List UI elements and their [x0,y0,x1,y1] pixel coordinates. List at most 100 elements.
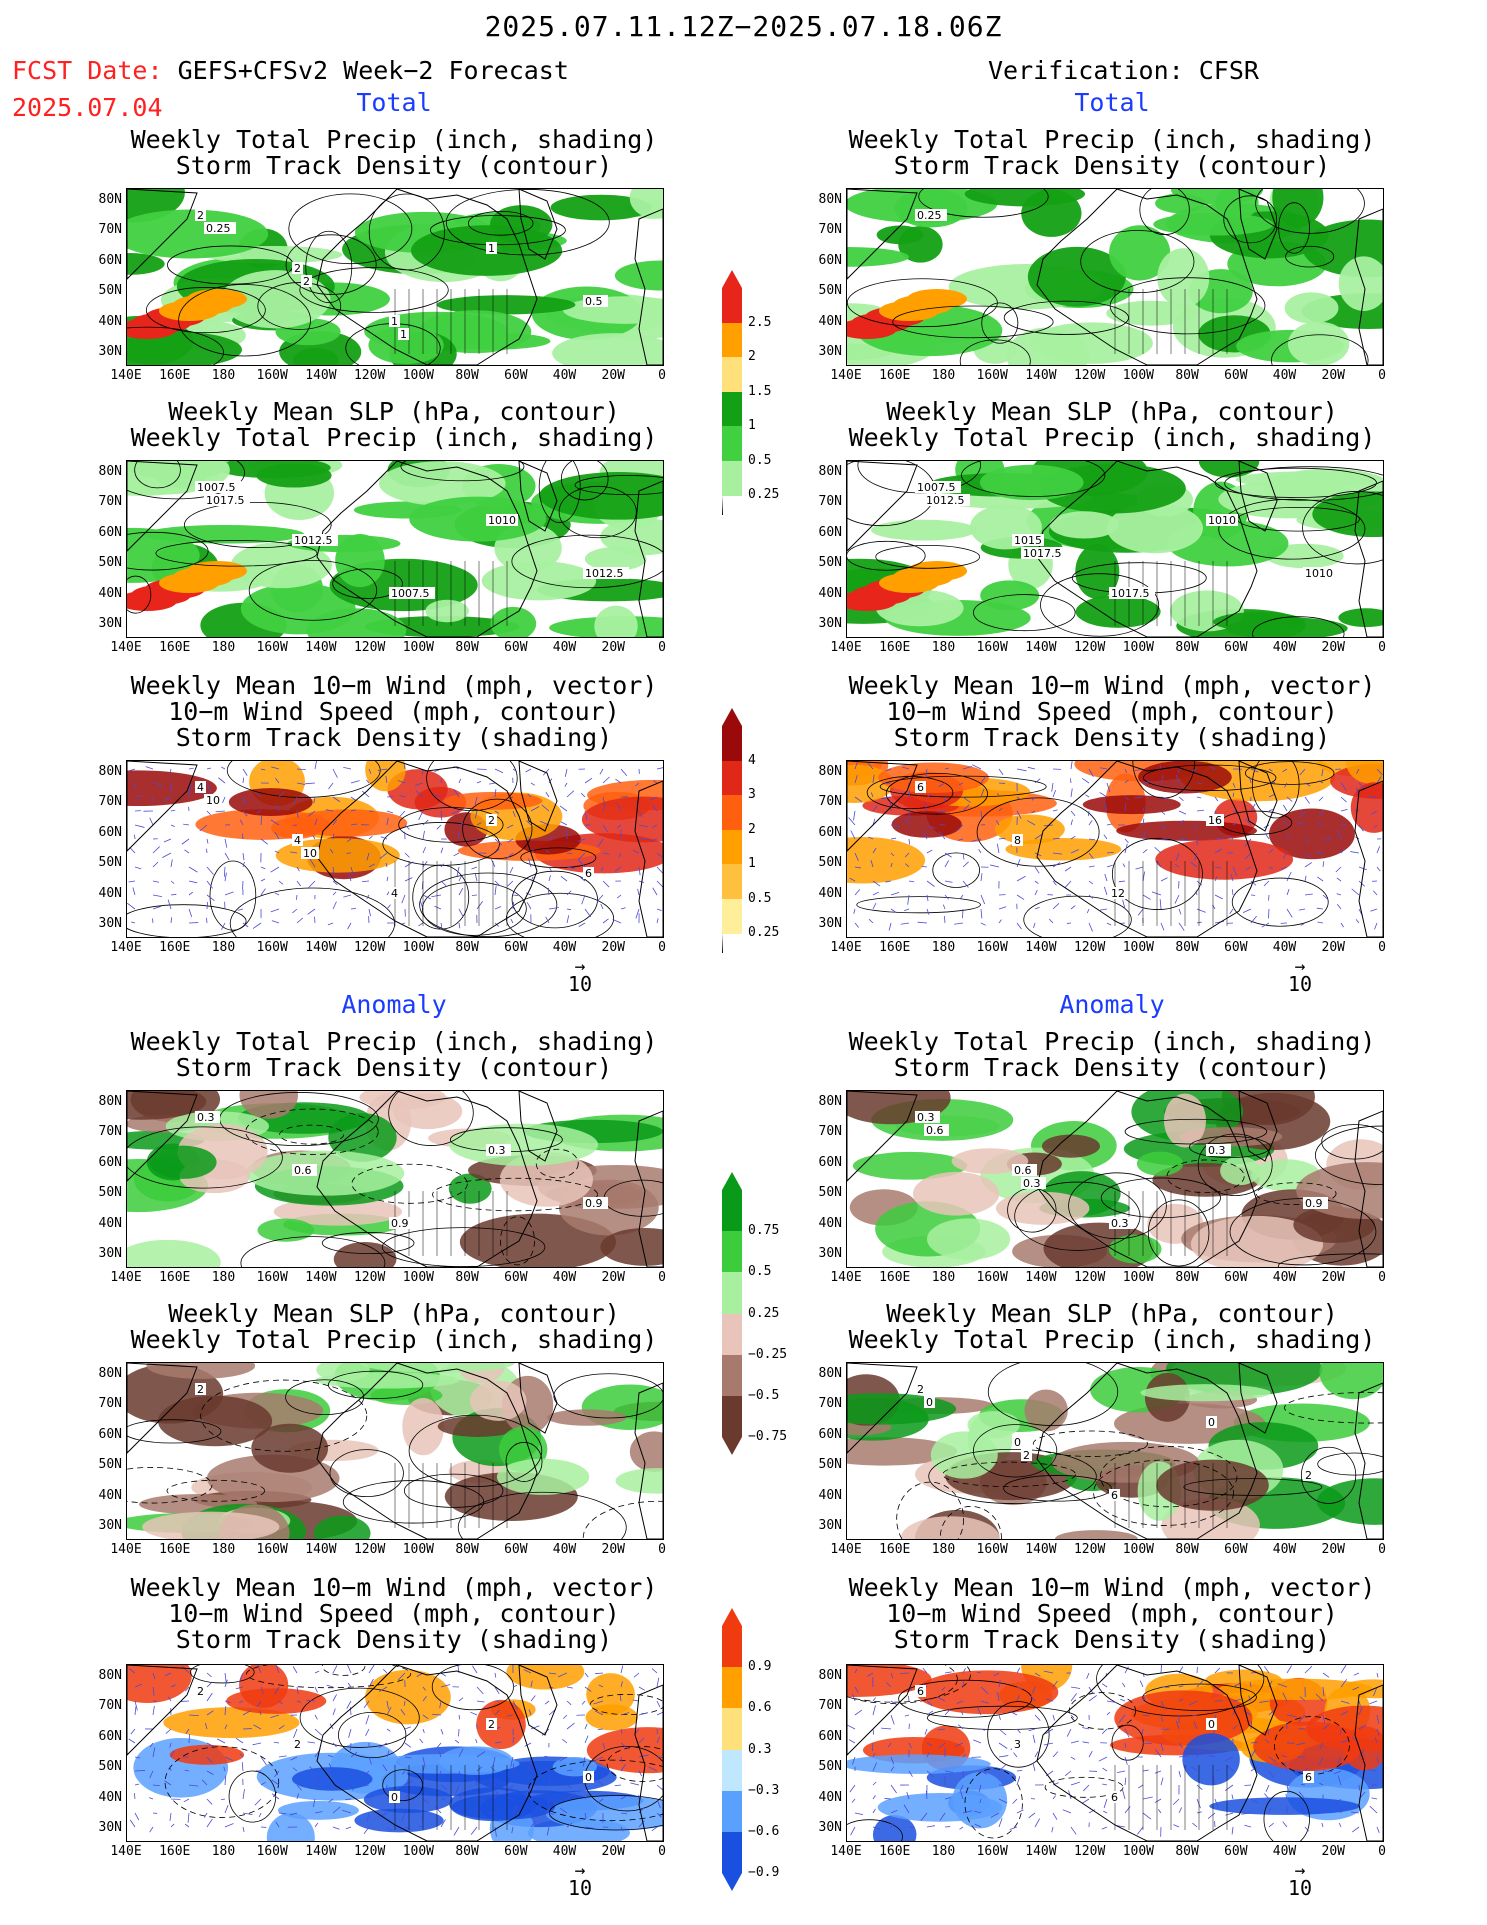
wind-vector [530,782,535,786]
page-title: 2025.07.11.12Z−2025.07.18.06Z [484,10,1003,43]
contour-line [127,904,247,937]
wind-vector [494,885,497,896]
wind-vector [1316,907,1324,910]
coastline [634,1110,663,1267]
wind-vector [216,1738,226,1744]
colorbar-label: −0.5 [748,1387,780,1403]
wind-vector [908,1695,910,1702]
wind-vector [152,894,162,897]
wind-vector [602,852,610,855]
wind-vector [1016,1667,1021,1674]
wind-vector [920,1812,928,1822]
lon-tick-label: 160E [879,1844,911,1859]
wind-vector [872,1742,874,1752]
wind-vector [361,790,370,798]
wind-vector [1245,866,1252,871]
title-line: Weekly Mean SLP (hPa, contour) [168,397,620,426]
coastline [316,761,538,937]
wind-vector [1230,874,1234,882]
wind-vector [1160,877,1168,882]
wind-vector [1064,1770,1072,1777]
wind-vector [378,1686,388,1692]
wind-vector [1106,823,1113,826]
wind-vector [296,1793,300,1800]
wind-vector [1317,921,1324,924]
contour-label-bg [204,794,222,806]
wind-vector [637,888,640,896]
contour-label: 2 [294,1738,301,1751]
shading-blob [425,599,469,623]
wind-vector [1319,810,1324,817]
wind-vector [270,1714,280,1719]
lon-tick-label: 140W [305,940,337,955]
wind-vector [418,922,424,927]
wind-vector [326,1684,334,1688]
wind-vector [296,880,302,887]
shading-blob [144,524,305,544]
wind-vector [365,1714,370,1725]
wind-vector [1196,1811,1202,1814]
wind-vector [974,1810,982,1814]
colorbar-segment [722,426,742,461]
wind-vector [872,847,877,854]
wind-vector [489,782,496,785]
coastline [127,189,198,280]
contour-line [1317,1452,1383,1476]
shading-blob [926,1218,1011,1260]
coastline [1354,1110,1383,1267]
wind-vector [348,873,352,882]
wind-vector [957,1724,964,1730]
lon-tick-label: 40W [552,1844,577,1859]
colorbar-segment [722,1626,742,1668]
wind-vector [152,846,161,854]
wind-vector [926,1710,934,1716]
shading-blob [1005,838,1122,861]
wind-vector [1340,782,1347,791]
wind-vector [564,768,568,777]
contour-line [432,1177,598,1212]
contour-line [1223,195,1278,244]
wind-vector [404,852,410,858]
lon-tick-label: 0 [658,940,666,955]
wind-vector [1268,1710,1274,1716]
wind-vector [1124,796,1130,801]
wind-vector [1340,796,1347,803]
wind-vector [1353,1672,1360,1676]
shading-blob [1006,327,1089,365]
wind-vector [1304,862,1313,868]
contour-line [987,1701,1050,1768]
contour-line [896,1481,964,1539]
wind-vector [1016,858,1021,868]
wind-vector [145,766,154,770]
wind-vector [256,810,262,814]
wind-vector [996,820,1000,826]
title-line: Storm Track Density (shading) [893,1625,1331,1654]
lon-tick-label: 40W [1272,1844,1297,1859]
colorbar-end-triangle [722,1172,742,1190]
contour-line [445,189,610,256]
wind-vector [1178,908,1182,915]
wind-vector [1124,768,1128,774]
coastline [127,1091,198,1182]
lon-tick-label: 140E [110,1270,142,1285]
wind-vector [257,1665,262,1674]
wind-vector [472,1665,478,1674]
wind-vector [1196,809,1205,812]
wind-vector [956,824,964,832]
wind-vector [1321,768,1324,777]
coastline [847,461,918,552]
wind-vector [307,908,316,915]
shading-blob [1338,608,1383,628]
lon-tick-label: 100W [1122,640,1155,655]
contour-line [1139,189,1190,235]
shading-blob [402,1397,445,1456]
contour-label: 6 [1111,1791,1118,1804]
wind-vector [1070,1686,1081,1689]
wind-vector [224,1706,227,1716]
wind-vector [129,1819,136,1828]
wind-vector [1369,1805,1378,1814]
wind-vector [134,1812,140,1821]
contour-label: 0.25 [917,209,942,222]
